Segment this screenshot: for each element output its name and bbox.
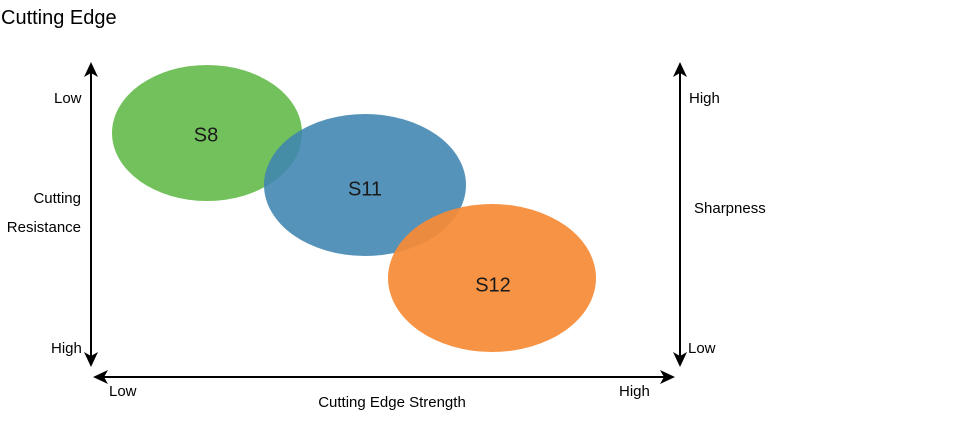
bottom-axis-right-arrow-icon [660, 370, 675, 384]
left-axis-bottom-label: High [51, 340, 82, 357]
ellipse-s11 [264, 114, 466, 256]
left-axis-top-label: Low [54, 90, 82, 107]
ellipse-s8-label: S8 [194, 124, 218, 146]
left-axis-bottom-arrow-icon [84, 352, 98, 367]
diagram-title: Cutting Edge [1, 7, 117, 29]
ellipse-s8 [112, 65, 302, 201]
bottom-axis-left-label: Low [109, 383, 137, 400]
right-axis-name: Sharpness [694, 200, 766, 217]
right-axis [673, 62, 687, 367]
ellipses-group: S8 S11 S12 [112, 65, 596, 352]
ellipse-s11-label: S11 [348, 178, 382, 200]
left-axis-name-line2: Resistance [6, 219, 81, 236]
left-axis-top-arrow-icon [84, 62, 98, 77]
bottom-axis-name: Cutting Edge Strength [318, 394, 466, 411]
bottom-axis [93, 370, 675, 384]
left-axis-name-line1: Cutting [33, 190, 81, 207]
bottom-axis-left-arrow-icon [93, 370, 108, 384]
left-axis [84, 62, 98, 367]
right-axis-bottom-label: Low [688, 340, 716, 357]
bottom-axis-right-label: High [619, 383, 650, 400]
right-axis-top-label: High [689, 90, 720, 107]
right-axis-top-arrow-icon [673, 62, 687, 77]
ellipse-s12 [388, 204, 596, 352]
ellipse-s12-label: S12 [475, 274, 511, 296]
right-axis-bottom-arrow-icon [673, 352, 687, 367]
